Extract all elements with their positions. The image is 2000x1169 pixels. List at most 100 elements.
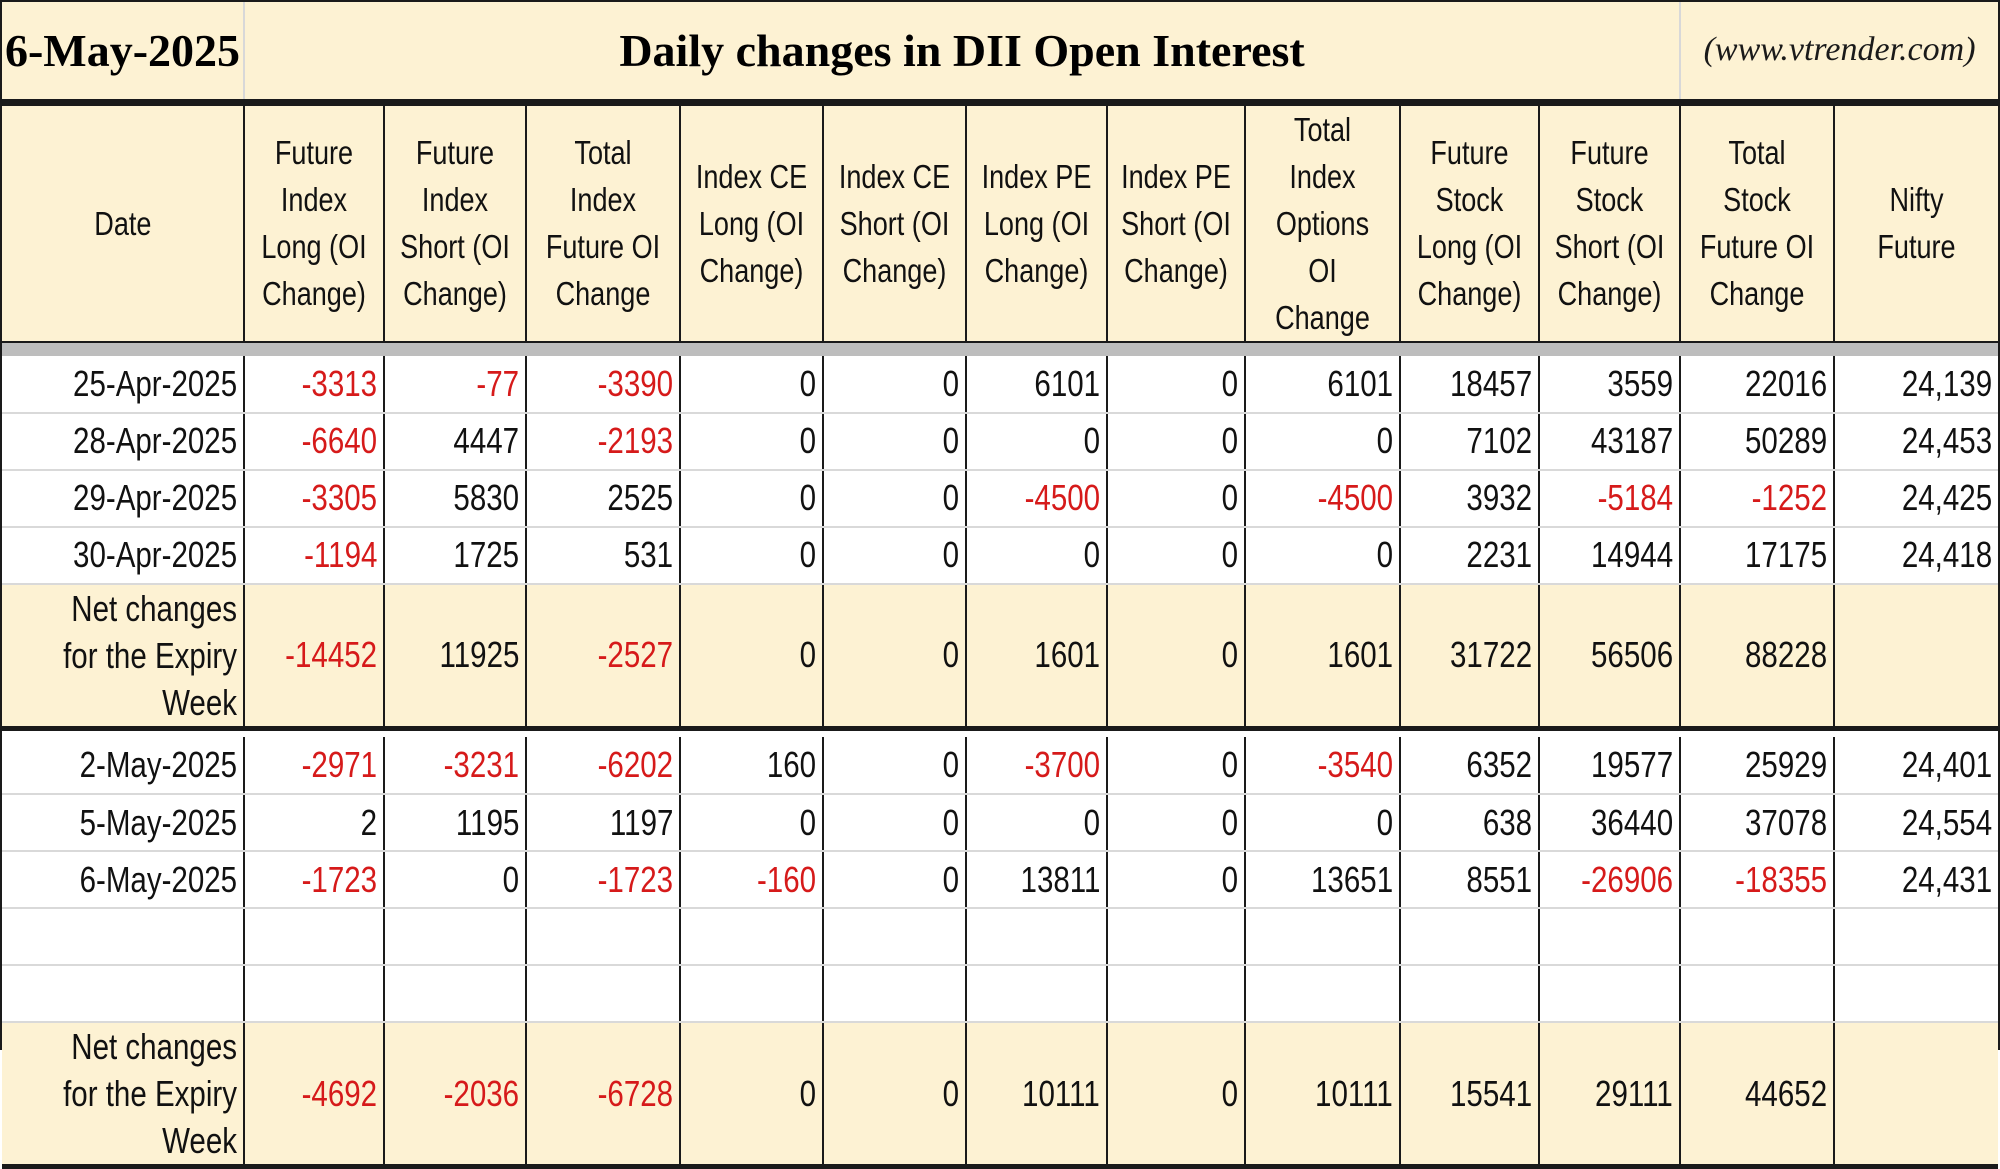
net-value-cell-value: 0 [799, 1072, 816, 1114]
value-cell: 0 [1245, 526, 1401, 585]
value-cell: 0 [823, 469, 967, 528]
value-cell-value: 24,554 [1901, 801, 1993, 843]
value-cell: -3305 [244, 469, 385, 528]
value-cell-value: 6101 [1034, 362, 1100, 404]
value-cell: 0 [823, 526, 967, 585]
value-cell: 24,554 [1834, 794, 1999, 852]
value-cell-value: 0 [942, 858, 959, 900]
value-cell: 0 [680, 355, 824, 414]
site-credit: (www.vtrender.com) [1680, 2, 1999, 106]
value-cell-value: 6352 [1466, 744, 1532, 785]
column-header: Index CE Short (OI Change) [823, 102, 967, 342]
net-value-cell: 1601 [966, 582, 1108, 731]
value-cell: 24,453 [1834, 412, 1999, 471]
value-cell-value: 2525 [607, 477, 673, 518]
value-cell: 0 [823, 851, 967, 909]
net-value-cell-value: -2527 [597, 634, 673, 675]
column-header-label: Total Index Options OI Change [1275, 110, 1370, 336]
value-cell-value: 0 [799, 420, 816, 461]
value-cell-value: 18457 [1449, 362, 1532, 404]
value-cell: 13651 [1245, 851, 1401, 909]
date-cell: 28-Apr-2025 [2, 412, 245, 471]
value-cell: 0 [823, 355, 967, 414]
value-cell-value: 160 [766, 744, 816, 785]
value-cell-value: 6101 [1327, 362, 1393, 404]
value-cell-value: 0 [1376, 534, 1393, 575]
date-cell: 29-Apr-2025 [2, 469, 245, 528]
net-value-cell: 0 [1107, 582, 1246, 731]
net-value-cell: -4692 [244, 1021, 385, 1169]
value-cell-value: 1197 [609, 801, 673, 843]
date-cell: 5-May-2025 [2, 794, 245, 852]
value-cell-value: 0 [942, 801, 959, 843]
value-cell-value: -18355 [1735, 858, 1828, 900]
value-cell-value: 0 [1221, 420, 1238, 461]
value-cell: 3559 [1539, 355, 1682, 414]
value-cell-value: 25929 [1744, 744, 1828, 785]
value-cell-value: 0 [799, 534, 816, 575]
value-cell: 24,139 [1834, 355, 1999, 414]
value-cell: 37078 [1680, 794, 1836, 852]
column-header: Index CE Long (OI Change) [680, 102, 824, 342]
column-header: Future Stock Long (OI Change) [1400, 102, 1540, 342]
net-value-cell: 1601 [1245, 582, 1401, 731]
value-cell-value: 2231 [1466, 534, 1532, 575]
net-changes-row: Net changes for the Expiry Week -14452 119… [2, 582, 1999, 731]
date-cell [2, 965, 245, 1023]
value-cell: 0 [1245, 794, 1401, 852]
value-cell-value: 36440 [1590, 801, 1674, 843]
column-header-label: Index CE Long (OI Change) [695, 157, 808, 289]
value-cell: -6202 [526, 737, 681, 795]
value-cell-value: 3932 [1466, 477, 1532, 518]
value-cell-value: 0 [1083, 420, 1100, 461]
value-cell: 36440 [1539, 794, 1682, 852]
value-cell: 0 [1107, 526, 1246, 585]
net-value-cell: 0 [680, 582, 824, 731]
value-cell-value: 0 [942, 744, 959, 785]
value-cell-value: -2971 [301, 744, 377, 785]
column-header-label: Index CE Short (OI Change) [838, 157, 951, 289]
value-cell [966, 908, 1108, 966]
net-value-cell: 31722 [1400, 582, 1540, 731]
value-cell [244, 965, 385, 1023]
date-cell-value: 2-May-2025 [79, 744, 237, 785]
value-cell-value: -77 [476, 362, 519, 404]
net-value-cell: 0 [1107, 1021, 1246, 1169]
value-cell [1400, 965, 1540, 1023]
value-cell-value: -3540 [1317, 744, 1393, 785]
date-cell: 25-Apr-2025 [2, 355, 245, 414]
page-title: Daily changes in DII Open Interest [244, 2, 1682, 106]
table-row: 2-May-2025 -2971 -3231 -6202 160 0 -3700 0 -3540… [2, 737, 1999, 795]
value-cell-value: -6202 [597, 744, 673, 785]
value-cell-value: 0 [942, 420, 959, 461]
column-header-label: Total Index Future OI Change [545, 134, 661, 312]
net-value-cell-value: 88228 [1744, 634, 1828, 675]
value-cell [1245, 908, 1401, 966]
value-cell: 3932 [1400, 469, 1540, 528]
net-value-cell-value: 0 [1221, 634, 1238, 675]
value-cell: -4500 [966, 469, 1108, 528]
value-cell: -5184 [1539, 469, 1682, 528]
column-header-label: Nifty Future [1877, 181, 1956, 265]
section-gap-cell [2, 728, 1999, 737]
net-value-cell-value: 10111 [1315, 1072, 1393, 1114]
date-cell: 6-May-2025 [2, 851, 245, 909]
value-cell: 0 [1107, 412, 1246, 471]
value-cell-value: 13811 [1020, 858, 1100, 900]
date-cell: 2-May-2025 [2, 737, 245, 795]
table-row [2, 965, 1999, 1023]
net-value-cell: 11925 [384, 582, 527, 731]
value-cell: 0 [966, 794, 1108, 852]
value-cell-value: 0 [799, 801, 816, 843]
value-cell: 17175 [1680, 526, 1836, 585]
column-header: Index PE Short (OI Change) [1107, 102, 1246, 342]
title-row: 6-May-2025 Daily changes in DII Open Int… [2, 2, 1999, 106]
net-value-cell [1834, 582, 1999, 731]
net-value-cell: -2527 [526, 582, 681, 731]
value-cell-value: 22016 [1744, 362, 1828, 404]
value-cell: 6352 [1400, 737, 1540, 795]
value-cell: 0 [966, 526, 1108, 585]
value-cell: 22016 [1680, 355, 1836, 414]
value-cell [1400, 908, 1540, 966]
date-cell-value: 25-Apr-2025 [72, 362, 237, 404]
